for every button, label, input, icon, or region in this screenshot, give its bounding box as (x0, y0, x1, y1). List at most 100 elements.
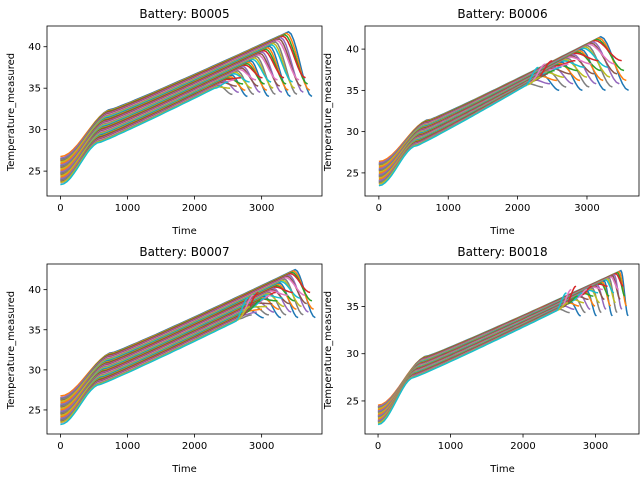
y-tick-label: 40 (346, 45, 359, 56)
series-lines (378, 35, 629, 187)
series-line (378, 66, 539, 187)
x-tick-label: 3000 (583, 441, 608, 452)
y-tick-label: 35 (346, 86, 359, 97)
axes-frame (46, 263, 323, 435)
series-line (378, 82, 544, 183)
series-line (377, 308, 570, 423)
series-line (377, 292, 567, 426)
series-line (60, 311, 257, 420)
series-line (60, 65, 261, 173)
y-tick-label: 35 (28, 84, 41, 95)
x-tick-label: 3000 (249, 441, 274, 452)
series-line (378, 59, 576, 178)
series-line (377, 270, 628, 406)
x-axis-label: Time (489, 226, 514, 237)
series-lines (377, 269, 629, 426)
series-line (377, 297, 586, 418)
series-line (378, 75, 557, 181)
series-line (377, 277, 616, 410)
series-line (377, 286, 603, 415)
series-line (378, 62, 581, 175)
series-lines (60, 268, 316, 426)
y-tick-label: 25 (346, 168, 359, 179)
series-line (378, 63, 578, 176)
x-tick-label: 1000 (115, 441, 140, 452)
series-line (60, 68, 257, 177)
series-line (377, 282, 610, 413)
series-line (377, 301, 569, 424)
axes-frame (364, 25, 640, 197)
series-line (377, 299, 584, 420)
y-tick-label: 25 (346, 396, 359, 407)
series-line (377, 294, 591, 417)
series-line (378, 69, 555, 182)
series-line (377, 273, 623, 408)
series-line (378, 60, 585, 175)
series-line (378, 66, 574, 176)
x-tick-label: 2000 (505, 203, 530, 214)
series-line (60, 304, 270, 415)
x-tick-label: 1000 (115, 203, 140, 214)
x-tick-label: 1000 (438, 441, 463, 452)
series-line (60, 74, 248, 181)
subplot-b0007: Battery: B0007 Time Temperature_measured… (6, 245, 323, 475)
y-tick-label: 35 (346, 302, 359, 313)
y-axis-label: Temperature_measured (323, 53, 334, 172)
subplot-title: Battery: B0007 (139, 245, 229, 259)
x-tick-label: 3000 (249, 203, 274, 214)
x-tick-label: 0 (57, 203, 63, 214)
series-line (377, 285, 605, 414)
y-tick-label: 25 (28, 405, 41, 416)
x-axis-label: Time (171, 464, 196, 475)
axes-frame (364, 263, 640, 435)
series-line (60, 72, 250, 179)
series-line (377, 279, 615, 412)
series-line (60, 69, 255, 175)
series-line (378, 71, 564, 179)
subplot-b0005: Battery: B0005 Time Temperature_measured… (6, 7, 323, 237)
y-axis-label: Temperature_measured (323, 291, 334, 410)
series-line (377, 292, 594, 417)
series-line (377, 301, 581, 422)
y-axis-label: Temperature_measured (6, 291, 17, 410)
series-line (377, 281, 612, 411)
series-line (378, 47, 608, 169)
series-line (378, 73, 548, 184)
series-line (60, 308, 263, 418)
series-line (378, 52, 599, 172)
y-tick-label: 30 (28, 365, 41, 376)
series-lines (60, 30, 313, 186)
series-line (60, 64, 263, 176)
series-line (378, 67, 571, 178)
axes-frame (46, 25, 323, 197)
x-axis-label: Time (489, 464, 514, 475)
series-line (378, 79, 551, 182)
series-line (60, 314, 252, 422)
y-tick-label: 30 (28, 125, 41, 136)
series-line (377, 295, 589, 418)
subplot-b0006: Battery: B0006 Time Temperature_measured… (323, 7, 640, 237)
series-line (60, 297, 249, 426)
x-tick-label: 2000 (510, 441, 535, 452)
series-line (377, 291, 596, 416)
series-line (377, 274, 621, 409)
x-tick-label: 2000 (182, 203, 207, 214)
subplot-title: Battery: B0006 (457, 7, 547, 21)
x-tick-label: 0 (57, 441, 63, 452)
y-axis-label: Temperature_measured (6, 53, 17, 172)
subplot-b0018: Battery: B0018 Time Temperature_measured… (323, 245, 640, 475)
x-tick-label: 3000 (574, 203, 599, 214)
x-tick-label: 0 (376, 203, 382, 214)
y-tick-label: 30 (346, 127, 359, 138)
series-line (60, 305, 268, 417)
series-line (377, 302, 580, 421)
y-tick-label: 25 (28, 167, 41, 178)
y-tick-label: 30 (346, 349, 359, 360)
series-line (378, 48, 606, 171)
x-axis-label: Time (171, 226, 196, 237)
series-line (378, 76, 541, 185)
series-line (60, 81, 229, 186)
x-tick-label: 1000 (436, 203, 461, 214)
series-line (377, 288, 600, 415)
y-tick-label: 35 (28, 325, 41, 336)
